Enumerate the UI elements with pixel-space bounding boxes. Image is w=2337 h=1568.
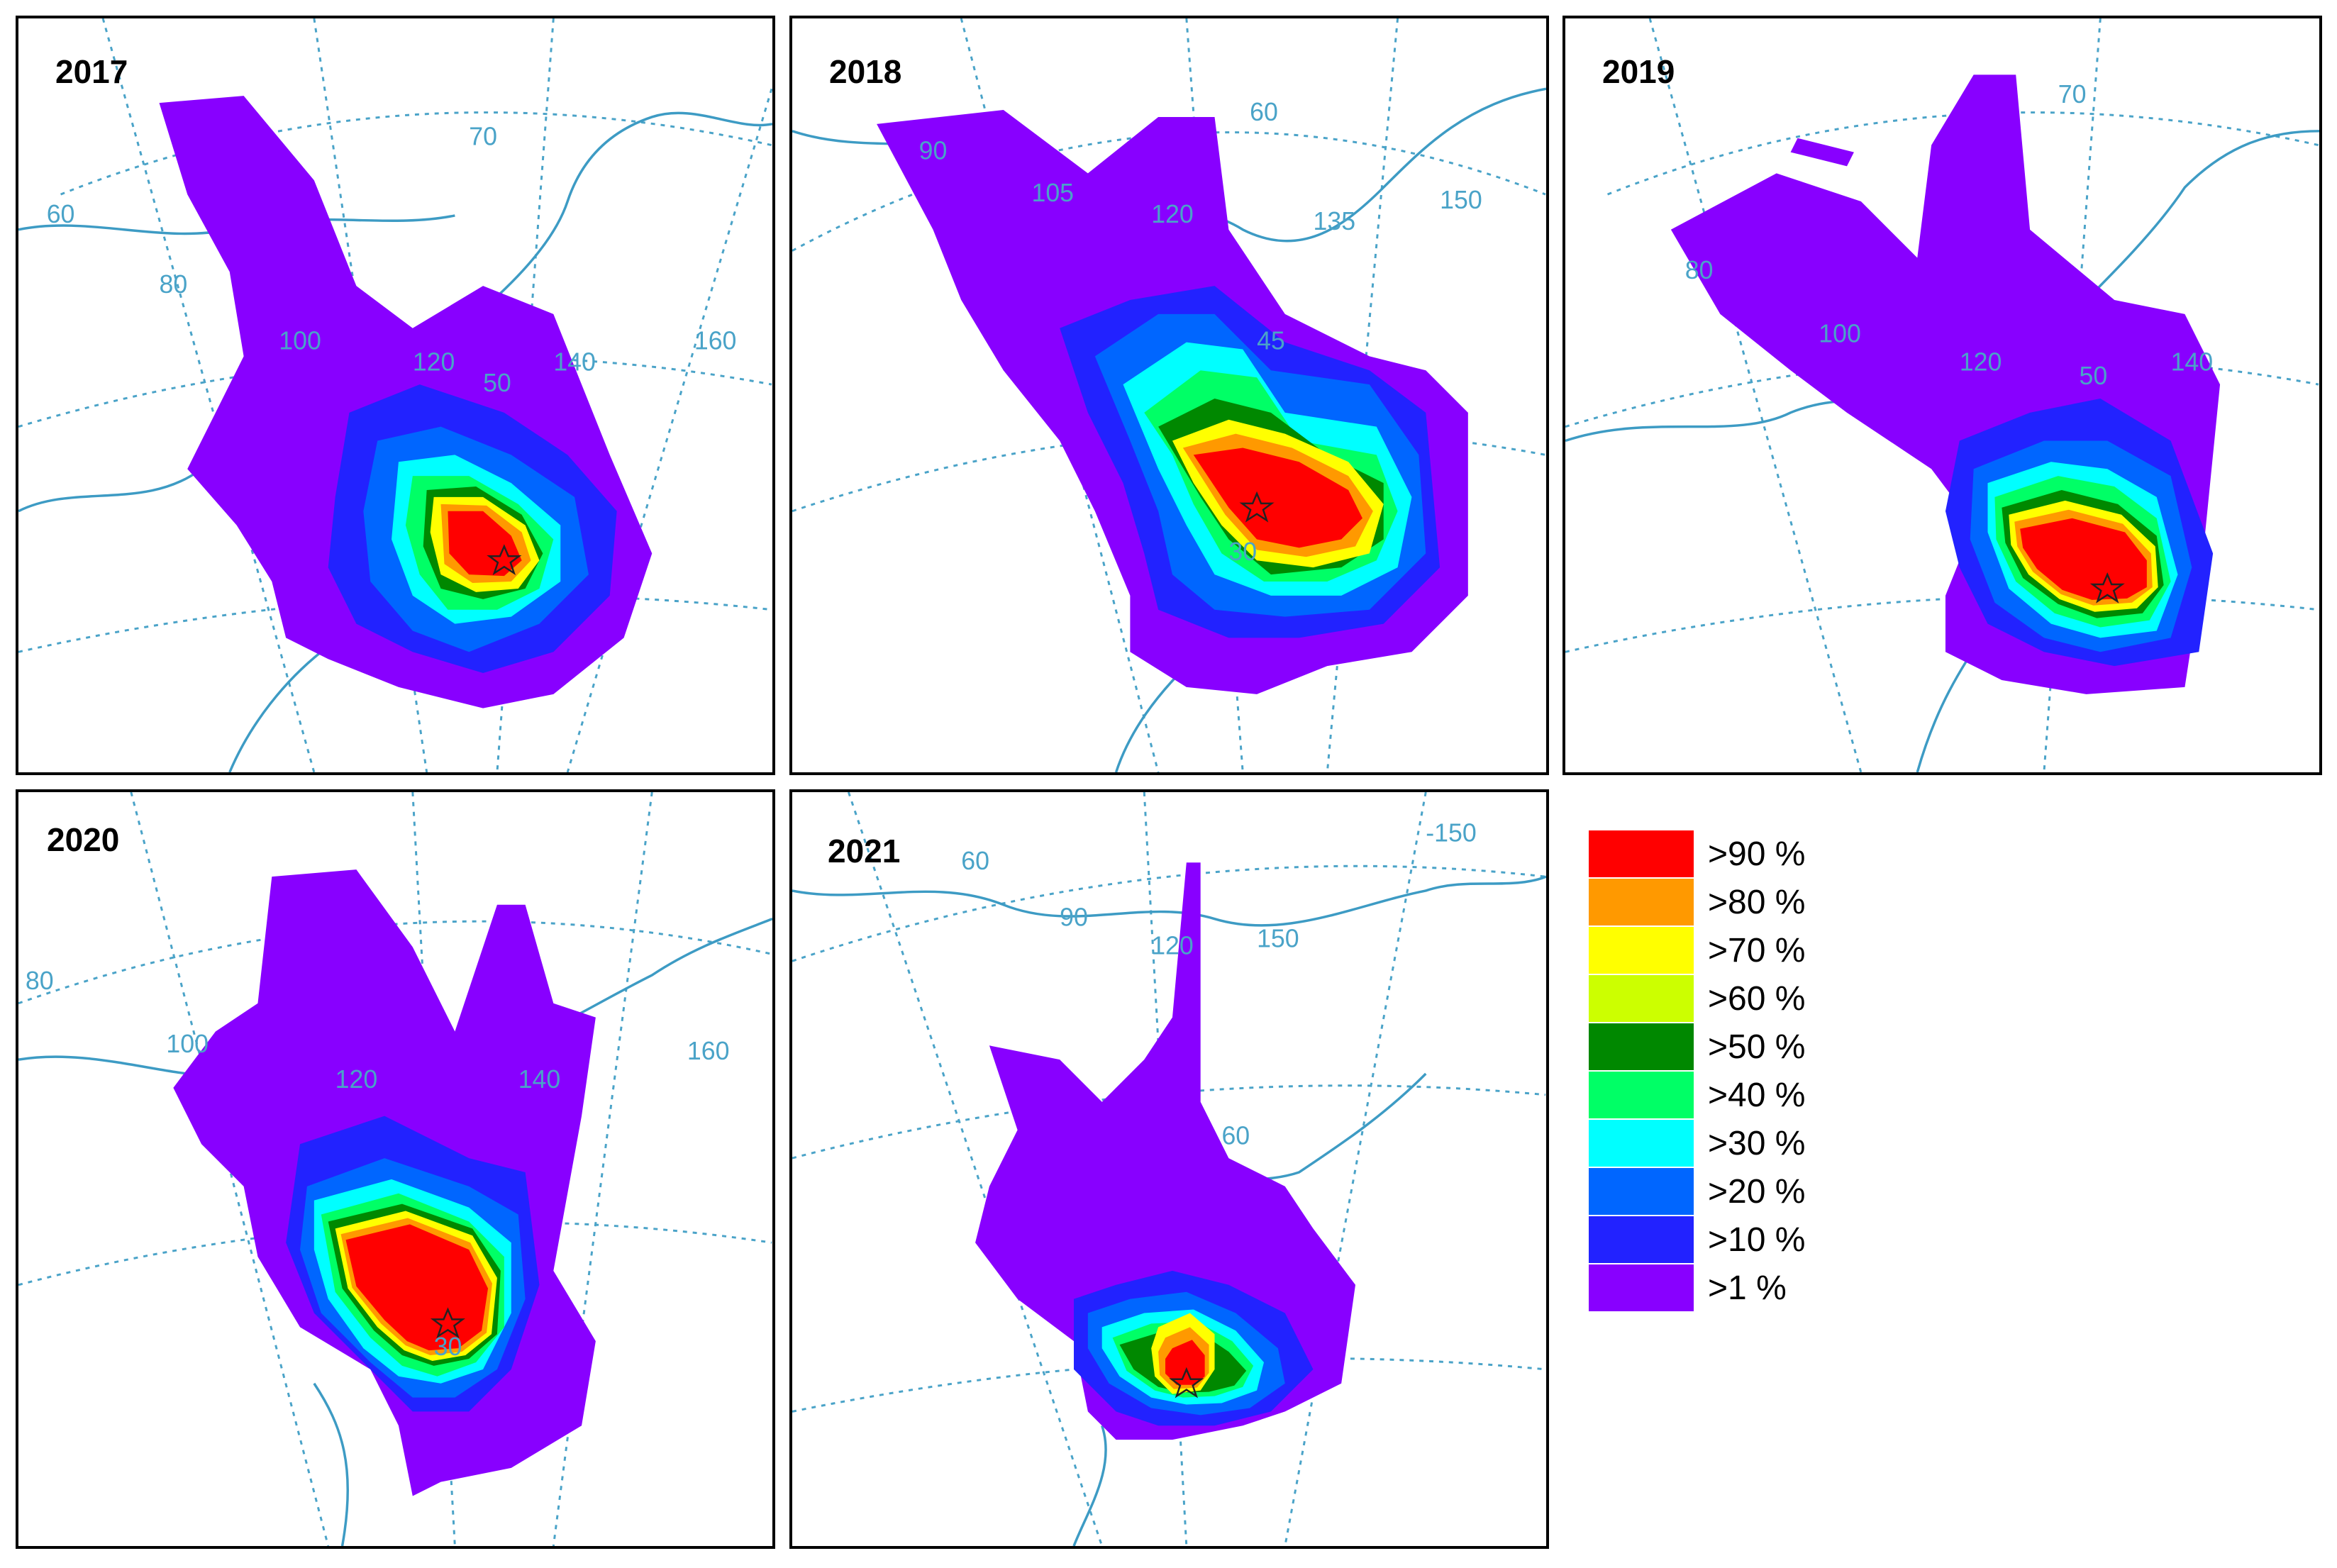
legend-label: >80 % <box>1708 883 1806 921</box>
grid-label: 100 <box>166 1030 209 1058</box>
grid-label: 140 <box>2171 347 2214 376</box>
legend-item: >60 % <box>1589 974 1887 1023</box>
source-star-icon <box>2089 572 2125 604</box>
legend-swatch <box>1589 1023 1694 1070</box>
map-panel-2019: 2019 70 80 100 120 140 50 <box>1562 16 2322 775</box>
map-panel-2017: 2017 70 60 80 100 120 160 140 50 <box>16 16 775 775</box>
legend-label: >30 % <box>1708 1124 1806 1162</box>
legend-item: >20 % <box>1589 1167 1887 1216</box>
legend-item: >30 % <box>1589 1119 1887 1167</box>
legend-item: >90 % <box>1589 830 1887 878</box>
legend-label: >20 % <box>1708 1172 1806 1211</box>
source-star-icon <box>1239 491 1275 523</box>
grid-label: 90 <box>1060 903 1088 932</box>
grid-label: 120 <box>1151 931 1194 960</box>
grid-label: 30 <box>434 1333 462 1361</box>
grid-label: 160 <box>687 1037 730 1065</box>
map-canvas: 80 100 120 140 160 30 <box>18 792 772 1546</box>
grid-label: -150 <box>1426 818 1477 847</box>
grid-label: 60 <box>47 200 75 228</box>
color-legend: >90 % >80 % >70 % >60 % >50 % >40 % >30 % >20 %… <box>1589 830 1887 1312</box>
legend-label: >40 % <box>1708 1076 1806 1114</box>
grid-label: 30 <box>1228 538 1257 566</box>
grid-label: 120 <box>1960 347 2002 376</box>
map-panel-2021: 2021 60 90 120 150 -150 60 <box>789 789 1549 1549</box>
grid-label: 70 <box>2058 80 2087 109</box>
legend-label: >10 % <box>1708 1221 1806 1259</box>
legend-label: >1 % <box>1708 1269 1787 1307</box>
legend-swatch <box>1589 975 1694 1022</box>
legend-swatch <box>1589 1120 1694 1167</box>
grid-label: 80 <box>160 270 188 299</box>
grid-label: 90 <box>919 137 948 165</box>
grid-label: 50 <box>483 369 511 397</box>
grid-label: 105 <box>1031 179 1074 207</box>
legend-label: >70 % <box>1708 931 1806 969</box>
legend-swatch <box>1589 879 1694 925</box>
legend-label: >90 % <box>1708 835 1806 873</box>
legend-swatch <box>1589 1264 1694 1311</box>
source-star-icon <box>1169 1367 1204 1399</box>
panel-year-label: 2018 <box>829 53 902 90</box>
legend-item: >10 % <box>1589 1216 1887 1264</box>
grid-label: 60 <box>961 847 989 875</box>
legend-item: >40 % <box>1589 1071 1887 1119</box>
source-star-icon <box>487 544 522 576</box>
grid-label: 140 <box>553 347 596 376</box>
legend-swatch <box>1589 927 1694 974</box>
legend-item: >70 % <box>1589 926 1887 974</box>
map-panel-2018: 2018 60 90 105 120 135 150 45 30 <box>789 16 1549 775</box>
grid-label: 70 <box>469 123 497 151</box>
grid-label: 50 <box>2080 362 2108 390</box>
grid-label: 100 <box>279 326 321 355</box>
panel-year-label: 2020 <box>47 821 120 858</box>
grid-label: 80 <box>1685 256 1714 284</box>
legend-swatch <box>1589 1168 1694 1215</box>
grid-label: 150 <box>1440 186 1482 214</box>
grid-label: 60 <box>1250 98 1278 126</box>
grid-label: 160 <box>694 326 737 355</box>
panel-year-label: 2017 <box>55 53 128 90</box>
map-canvas: 60 90 105 120 135 150 45 30 <box>792 18 1546 772</box>
grid-label: 135 <box>1313 207 1355 235</box>
map-canvas: 70 80 100 120 140 50 <box>1565 18 2319 772</box>
legend-label: >50 % <box>1708 1028 1806 1066</box>
map-panel-2020: 2020 80 100 120 140 160 30 <box>16 789 775 1549</box>
coverage-plume <box>159 96 653 708</box>
legend-swatch <box>1589 1072 1694 1118</box>
grid-label: 120 <box>413 347 455 376</box>
panel-year-label: 2019 <box>1602 53 1675 90</box>
grid-label: 80 <box>26 967 54 995</box>
legend-swatch <box>1589 830 1694 877</box>
coverage-plume <box>877 110 1468 694</box>
grid-label: 45 <box>1257 326 1285 355</box>
legend-item: >80 % <box>1589 878 1887 926</box>
map-canvas: 70 60 80 100 120 160 140 50 <box>18 18 772 772</box>
coverage-plume <box>1670 74 2221 694</box>
legend-item: >50 % <box>1589 1023 1887 1071</box>
coverage-plume <box>173 869 596 1496</box>
source-star-icon <box>430 1307 466 1339</box>
map-canvas: 60 90 120 150 -150 60 <box>792 792 1546 1546</box>
legend-swatch <box>1589 1216 1694 1263</box>
grid-label: 150 <box>1257 924 1299 952</box>
grid-label: 100 <box>1819 320 1861 348</box>
grid-label: 120 <box>335 1065 378 1094</box>
coverage-plume <box>975 862 1356 1440</box>
grid-label: 120 <box>1151 200 1194 228</box>
legend-item: >1 % <box>1589 1264 1887 1312</box>
legend-label: >60 % <box>1708 979 1806 1018</box>
grid-label: 140 <box>518 1065 561 1094</box>
panel-year-label: 2021 <box>828 833 901 869</box>
grid-label: 60 <box>1221 1121 1250 1150</box>
